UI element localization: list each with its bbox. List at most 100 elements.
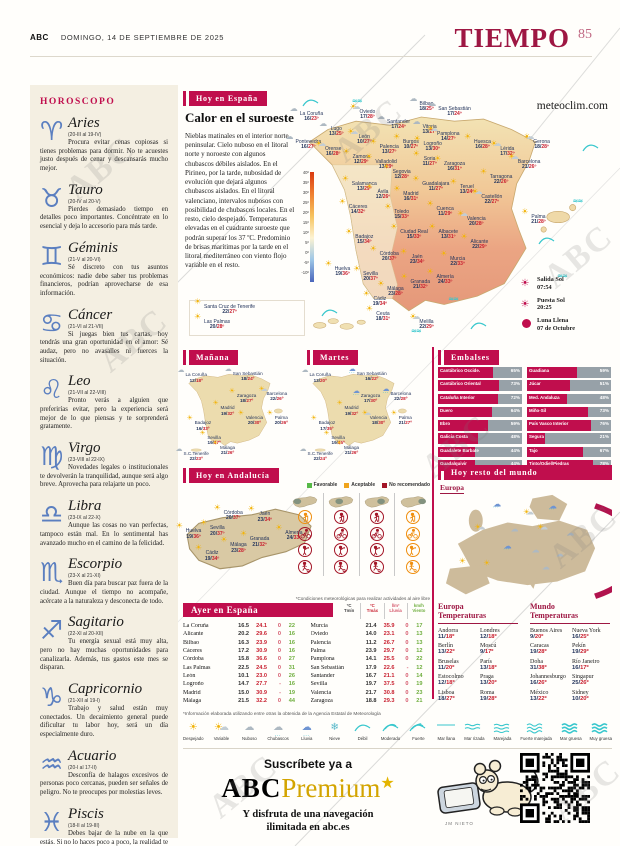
- martes-city-temps: 19/32º: [344, 410, 359, 416]
- spain-city-temps: 10/27º: [357, 138, 372, 145]
- yesterday-row: San Sebastián 17.9 22.6 -12: [311, 663, 431, 671]
- manana-city-temps: 22/23º: [189, 455, 203, 461]
- temp-city: Johannesburgo 16/26º: [530, 674, 566, 687]
- tmin-value: 21.4: [365, 623, 377, 630]
- scale-tick-label: 10º: [302, 230, 309, 235]
- station-name: Cáceres: [183, 648, 202, 655]
- reservoir-column: Guadiana 59% Júcar 51% Med. Andaluza 48% Miño-…: [527, 367, 611, 473]
- europe-weather-icon: ☁ ′′′: [549, 501, 557, 514]
- sun-cloud-icon: ☀☁: [427, 124, 439, 133]
- sun-icon: ☀: [323, 428, 330, 437]
- city-valladolid: ☀ Valladolid 13/29º: [365, 152, 396, 171]
- reservoir-bar: Ebro 59%: [438, 420, 522, 431]
- spain-city-name: Ciudad Real: [400, 228, 428, 235]
- spain-city-temps: 13/29º: [378, 163, 394, 170]
- section-reservoirs: Embalses Cantábrico Occide. 65% Cantábrico…: [438, 347, 612, 471]
- cloud-icon: ☁: [376, 111, 385, 121]
- wind-curl-icon: [538, 235, 556, 248]
- spain-city-name: Málaga: [387, 286, 404, 292]
- sun-icon: ☀: [365, 304, 373, 313]
- sign-name: Aries: [68, 115, 100, 131]
- europe-weather-icon: ☀☁: [537, 522, 548, 531]
- europe-weather-icon: ☀☁: [474, 522, 485, 531]
- legend-wind-2: Moderado: [381, 722, 401, 741]
- temp-city: Praga 13/20º: [480, 674, 497, 687]
- sign-dates: (18-II al 19-III): [68, 822, 100, 829]
- spain-city-temps: 13/31º: [441, 233, 456, 240]
- temp-city: México 13/22º: [530, 689, 549, 702]
- tmax-value: 27.7: [256, 681, 267, 688]
- city-barcelona: ☁ ′′′ Barcelona 22/28º: [382, 385, 411, 402]
- data-source: meteoclim.com: [536, 100, 608, 112]
- spain-city-temps: 16/23º: [304, 116, 319, 123]
- spain-city-temps: 22/29º: [472, 243, 487, 250]
- yesterday-row: Zaragoza 18.8 29.3 0 21: [311, 697, 431, 705]
- city-granada: ☀ Granada 21/32º: [401, 272, 430, 291]
- horoscope-sign-géminis: ♊ Géminis (21-V al 20-VI) Sé discreto con t…: [40, 240, 168, 299]
- city-pontevedra: ☁ Pontevedra 16/27º: [286, 132, 322, 151]
- activity-cell: [324, 559, 359, 574]
- spain-city-temps: 14/27º: [441, 136, 456, 143]
- city-sevilla: ☀ Sevilla 19/37º: [199, 429, 221, 446]
- andalucia-city-name: Málaga: [230, 542, 247, 549]
- temp-city: Moscú 9/17º: [480, 643, 497, 656]
- wind-value: 44: [288, 697, 295, 704]
- wind-value: 13: [416, 639, 423, 646]
- reservoir-percent: 72%: [510, 394, 520, 400]
- showers-icon: ☁ ′′′: [267, 722, 289, 741]
- reservoir-percent: 51%: [599, 381, 609, 387]
- manana-city-name: S.C.Tenerife: [183, 450, 209, 456]
- rain-icon: ☁ ′′′: [382, 384, 390, 398]
- sea-1-icon: [436, 722, 456, 735]
- station-name: Valencia: [310, 689, 332, 696]
- tmax-value: 26.7: [383, 639, 395, 646]
- spain-city-name: Huesca: [474, 138, 491, 145]
- cloud-icon: ☁: [541, 562, 550, 572]
- tmin-value: 22.5: [238, 664, 249, 671]
- rain-value: 0: [405, 623, 409, 630]
- sign-dates: (20-III al 19-IV): [68, 132, 102, 138]
- reservoir-bar: Cataluña Interior 72%: [438, 393, 522, 405]
- cloud-icon: ☁: [566, 528, 575, 538]
- spain-city-name: Tarragona: [489, 173, 513, 180]
- station-name: Palencia: [310, 639, 331, 646]
- reservoir-name: Tinto/Odiel/Piedras: [529, 461, 569, 467]
- rain-value: -: [279, 681, 281, 688]
- scale-tick-label: 15º: [302, 220, 309, 225]
- rain-value: 0: [405, 648, 409, 655]
- sun-icon: ☀: [228, 386, 236, 395]
- martes-city-temps: 17/30º: [363, 398, 378, 403]
- reservoir-bar-fill: [527, 420, 591, 431]
- sun-icon: ☀: [186, 414, 193, 423]
- sun-icon: ☀: [220, 535, 228, 545]
- station-name: Alicante: [183, 631, 204, 638]
- manana-city-name: Málaga: [220, 445, 236, 451]
- full-moon-icon: [518, 319, 532, 331]
- spain-city-name: Guadalajara: [422, 181, 450, 187]
- rain-value: 0: [277, 672, 281, 679]
- temp-city: Buenos Aires 9/20º: [530, 627, 563, 640]
- sea-wave-icon: ≈≈: [448, 294, 459, 303]
- col-header-viento: km/h Viento: [406, 603, 430, 619]
- station-name: Bilbao: [183, 639, 199, 646]
- sagitario-icon: ♐: [40, 616, 64, 647]
- activity-cell: [324, 526, 359, 541]
- spain-city-temps: 11/29º: [438, 211, 453, 218]
- city-m-laga: ☀ Málaga 23/28º: [377, 280, 404, 298]
- sun-icon: ☀: [239, 529, 247, 539]
- activity-cell: [324, 510, 359, 524]
- reservoir-percent: 48%: [599, 394, 609, 400]
- rain-value: 0: [405, 672, 409, 679]
- leo-icon: ♌: [40, 375, 64, 406]
- sun-icon: ☀: [384, 201, 392, 211]
- wind-value: 17: [416, 623, 423, 630]
- city-l-rida: ☀☁ Lérida 17/32º: [490, 140, 514, 158]
- horoscope-title: HOROSCOPO: [40, 97, 116, 107]
- legend-label: Muy gruesa: [589, 736, 612, 741]
- sun-icon: ☀: [369, 136, 377, 146]
- piscis-icon: ♓: [40, 807, 64, 838]
- section-badge-tomorrow: Mañana: [182, 350, 239, 365]
- sign-name: Leo: [68, 373, 91, 390]
- qr-code: [520, 753, 590, 823]
